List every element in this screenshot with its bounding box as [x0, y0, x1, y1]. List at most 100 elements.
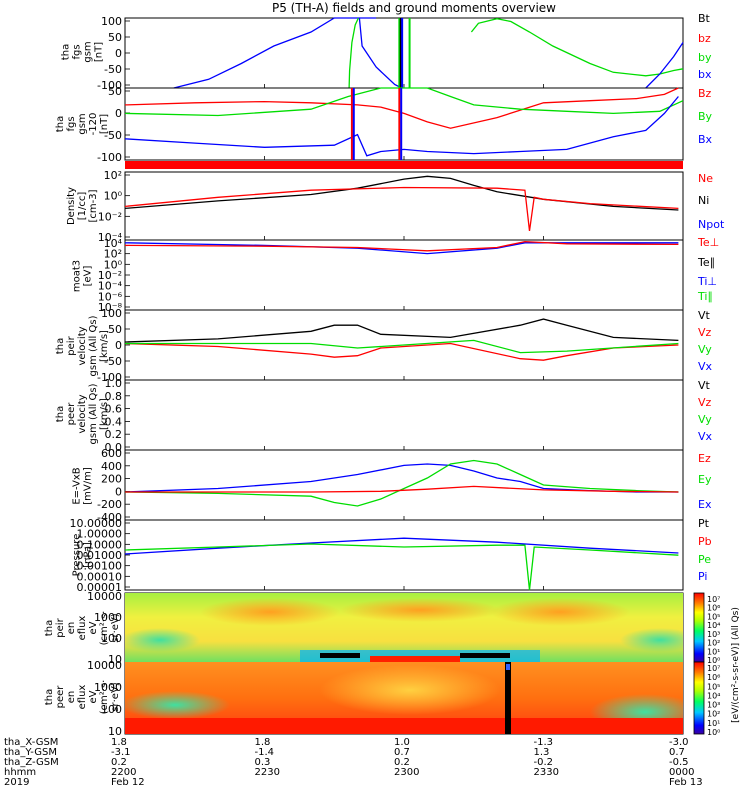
colorbar-tick-label: 10⁴: [707, 691, 720, 700]
colorbar-tick-label: 10³: [707, 630, 720, 639]
y-tick-label: 10⁻⁴: [98, 231, 123, 244]
y-tick-label: 1.0: [105, 377, 123, 390]
legend-Pt: Pt: [698, 517, 710, 530]
y-axis-label: tha: [55, 338, 66, 354]
panel-frame: [124, 17, 684, 89]
legend-Bz: Bz: [698, 87, 712, 100]
y-axis-label: [cm-3]: [88, 189, 99, 222]
y-tick-label: 10: [108, 725, 122, 738]
series-bx: [358, 17, 402, 89]
series-Ne: [124, 186, 679, 231]
y-axis-label: tha: [44, 689, 55, 705]
y-tick-label: -200: [97, 498, 122, 511]
ephemeris-value: 0.7: [669, 747, 685, 758]
y-axis-label: gsm (All Qs): [88, 383, 99, 444]
series-Pe: [124, 543, 679, 591]
panel-peer-velocity: 1.00.80.60.40.20.0 tha peer velocity gsm (Al…: [55, 377, 713, 454]
y-tick-label: 0: [115, 339, 122, 352]
y-tick-label: 10⁰: [104, 190, 123, 203]
y-axis-label: fgs: [72, 44, 83, 59]
colorbar-tick-label: 10⁵: [707, 682, 720, 691]
legend-Pi: Pi: [698, 570, 707, 583]
legend-bx: bx: [698, 68, 712, 81]
y-tick-label: -50: [104, 63, 122, 76]
ephemeris-value: Feb 13: [669, 777, 703, 788]
y-tick-label: 600: [101, 447, 122, 460]
legend-Ex: Ex: [698, 498, 712, 511]
colorbar-tick-label: 10⁶: [707, 604, 720, 613]
y-axis-label: [nPa]: [83, 542, 94, 568]
y-axis-label: en: [66, 622, 77, 635]
y-tick-label: 10⁻²: [98, 269, 122, 282]
y-tick-label: 400: [101, 460, 122, 473]
y-axis-label: eV: [88, 621, 99, 634]
y-axis-label: [eV]: [83, 266, 94, 287]
colorbar-tick-label: 10⁷: [707, 664, 720, 673]
legend-Npot: Npot: [698, 218, 725, 231]
y-axis-label: gsm: [77, 113, 88, 134]
legend-by: by: [698, 51, 712, 64]
y-axis-label: velocity: [77, 394, 88, 433]
y-tick-label: -100: [97, 79, 122, 92]
y-tick-label: 100: [101, 307, 122, 320]
legend-Te⊥: Te⊥: [697, 236, 719, 249]
y-axis-label: tha: [44, 620, 55, 636]
panel-frame: [124, 239, 684, 311]
legend-Ti⊥: Ti⊥: [697, 275, 717, 288]
ephemeris-value: 0.7: [394, 747, 410, 758]
ephemeris-value: 2230: [255, 767, 280, 778]
y-tick-label: 10.00000: [70, 517, 123, 530]
y-axis-label: sr·eV): [110, 682, 121, 711]
y-tick-label: 0.2: [105, 428, 123, 441]
ephemeris-row-label: hhmm: [4, 767, 36, 778]
colorbar-tick-label: 10⁶: [707, 673, 720, 682]
y-axis-label: (cm²·s·: [99, 680, 110, 715]
y-tick-label: -50: [104, 355, 122, 368]
legend-Vz: Vz: [698, 326, 712, 339]
electron-spectrogram-image: [125, 662, 683, 734]
series-bx: [645, 42, 684, 89]
legend-Bt: Bt: [698, 12, 711, 25]
ephemeris-value: -3.1: [111, 747, 131, 758]
ephemeris-value: 1.0: [394, 737, 410, 748]
y-tick-label: 10⁰: [104, 258, 123, 271]
legend-Vx: Vx: [698, 430, 713, 443]
series-bx: [173, 17, 377, 89]
ephemeris-value: 0.2: [394, 757, 410, 768]
legend-Ne: Ne: [698, 172, 713, 185]
ephemeris-value: 1.3: [534, 747, 550, 758]
y-axis-label: moat3: [72, 260, 83, 292]
y-axis-label: (cm²·s·: [99, 611, 110, 646]
y-axis-label: eflux: [77, 616, 88, 641]
y-tick-label: 100: [101, 15, 122, 28]
y-axis-label: tha: [61, 44, 72, 60]
ephemeris-row-label: tha_X-GSM: [4, 737, 58, 748]
y-tick-label: 0.00010: [77, 570, 123, 583]
y-tick-label: 1000: [94, 611, 122, 624]
colorbar-tick-label: 10²: [707, 639, 720, 648]
y-tick-label: 10²: [104, 248, 122, 261]
y-tick-label: 0.00100: [77, 560, 123, 573]
panel-frame: [124, 519, 684, 591]
colorbar-label: [eV/(cm²-s-sr-eV)] (All Qs): [731, 607, 741, 723]
legend-Vx: Vx: [698, 360, 713, 373]
y-tick-label: 0.10000: [77, 538, 123, 551]
y-tick-label: 10²: [104, 169, 122, 182]
y-axis-label: Pressure: [72, 534, 83, 577]
y-axis-label: peer: [66, 402, 77, 426]
y-axis-label: [km/s]: [99, 398, 110, 430]
y-tick-label: 10000: [87, 659, 122, 672]
y-axis-label: peir: [55, 617, 66, 637]
panel-peir-velocity: 100 50 0 -50 -100 tha peir velocity gsm (All Qs)…: [55, 307, 713, 384]
y-axis-label: [nT]: [94, 42, 105, 62]
ephemeris-value: -3.0: [669, 737, 689, 748]
legend-Bx: Bx: [698, 133, 713, 146]
panel-frame: [124, 449, 684, 521]
colorbar-tick-label: 10⁵: [707, 612, 720, 621]
series-Vy: [125, 339, 679, 354]
legend-Ey: Ey: [698, 473, 712, 486]
y-tick-label: -100: [97, 151, 122, 164]
y-tick-label: 50: [108, 85, 122, 98]
